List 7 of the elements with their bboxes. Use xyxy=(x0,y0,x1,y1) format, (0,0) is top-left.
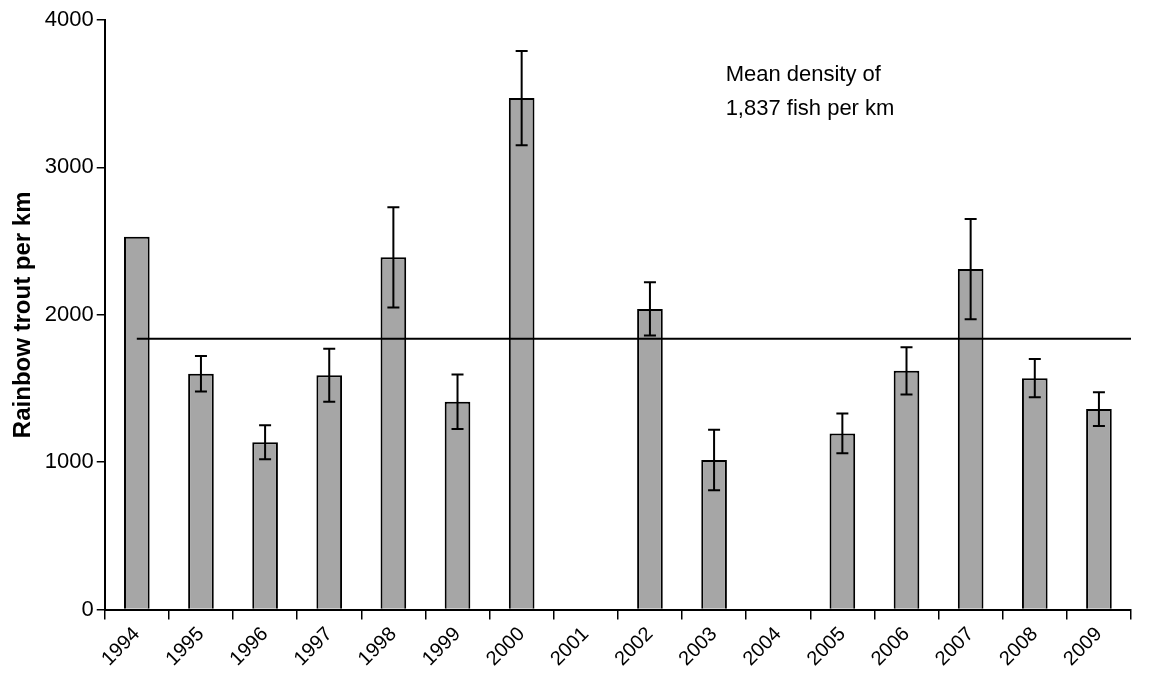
annotation: Mean density of 1,837 fish per km xyxy=(725,61,895,121)
y-tick-label: 3000 xyxy=(44,153,94,179)
y-tick-label: 0 xyxy=(81,595,94,621)
y-tick-label: 1000 xyxy=(44,448,94,474)
y-tick-label: 2000 xyxy=(44,300,94,326)
y-axis-title: Rainbow trout per km xyxy=(8,191,36,439)
y-tick-label: 4000 xyxy=(44,6,94,32)
